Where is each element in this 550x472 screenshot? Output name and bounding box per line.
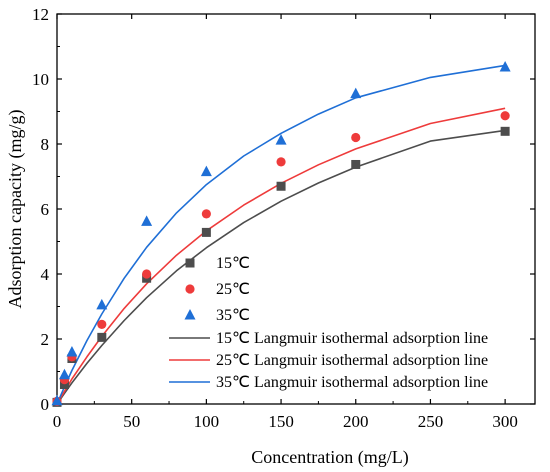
- legend-label: 25℃: [216, 281, 250, 298]
- x-tick-label: 250: [418, 412, 444, 431]
- y-tick-label: 2: [41, 330, 50, 349]
- data-point: [141, 215, 153, 226]
- y-axis-title: Adsorption capacity (mg/g): [5, 110, 26, 309]
- y-tick-label: 8: [41, 135, 50, 154]
- y-tick-label: 10: [32, 70, 49, 89]
- data-point: [276, 157, 286, 167]
- data-point: [351, 159, 361, 169]
- data-point: [66, 346, 78, 357]
- data-point: [350, 87, 362, 99]
- fit-line: [56, 107, 506, 405]
- data-point: [97, 332, 107, 342]
- y-tick-label: 6: [41, 200, 50, 219]
- series-3: [56, 129, 506, 405]
- data-point: [51, 394, 63, 406]
- data-point: [200, 165, 212, 177]
- legend-label: 35℃: [216, 307, 250, 324]
- x-tick-label: 100: [194, 412, 220, 431]
- data-point: [500, 126, 510, 136]
- fit-line: [56, 64, 506, 405]
- y-axis-ticks: 0 2 4 6 8 10 12: [32, 5, 535, 414]
- x-tick-label: 0: [53, 412, 62, 431]
- y-tick-label: 0: [41, 395, 50, 414]
- data-point: [97, 319, 107, 329]
- legend: 15℃ 25℃ 35℃ 15℃ Langmuir isothermal adsorpt…: [169, 255, 488, 391]
- data-point: [500, 111, 510, 121]
- data-point: [351, 132, 361, 143]
- x-axis-ticks: 0 50 100 150 200 250 300: [53, 14, 518, 431]
- legend-label: 35℃ Langmuir isothermal adsorption line: [216, 374, 488, 391]
- x-tick-label: 50: [123, 412, 140, 431]
- legend-label: 15℃: [216, 255, 250, 272]
- legend-label: 15℃ Langmuir isothermal adsorption line: [216, 330, 488, 347]
- points-2: [51, 60, 511, 406]
- data-point: [201, 209, 211, 219]
- data-point: [499, 60, 511, 72]
- legend-marker: [185, 258, 195, 268]
- y-tick-label: 12: [32, 5, 49, 24]
- legend-marker: [184, 309, 196, 320]
- legend-marker: [185, 284, 195, 294]
- legend-label: 25℃ Langmuir isothermal adsorption line: [216, 352, 488, 369]
- series-layer: [51, 60, 511, 407]
- series-5: [56, 64, 506, 405]
- data-point: [276, 181, 286, 191]
- x-tick-label: 200: [343, 412, 369, 431]
- y-tick-label: 4: [41, 265, 50, 284]
- data-point: [58, 368, 70, 380]
- data-point: [275, 134, 287, 145]
- fit-line: [56, 129, 506, 405]
- x-axis-title: Concentration (mg/L): [251, 447, 408, 468]
- series-4: [56, 107, 506, 405]
- data-point: [201, 227, 211, 237]
- x-tick-label: 150: [268, 412, 294, 431]
- x-tick-label: 300: [492, 412, 518, 431]
- data-point: [96, 298, 108, 310]
- data-point: [59, 380, 69, 389]
- data-point: [142, 269, 152, 279]
